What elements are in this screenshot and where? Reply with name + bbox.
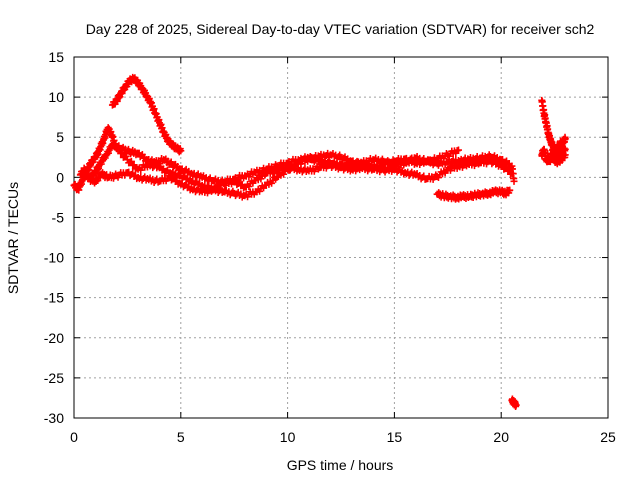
data-points: [70, 73, 569, 410]
chart-title: Day 228 of 2025, Sidereal Day-to-day VTE…: [86, 21, 595, 37]
data-point-track-a: [454, 146, 462, 154]
data-point-track-c: [507, 170, 515, 178]
data-point-track-c: [508, 169, 516, 177]
y-tick-label: -10: [44, 250, 64, 266]
y-tick-label: -15: [44, 290, 64, 306]
data-point-outlier: [512, 401, 520, 409]
y-tick-label: 15: [48, 49, 64, 65]
y-tick-label: -5: [52, 209, 65, 225]
x-tick-label: 10: [280, 429, 296, 445]
axis-ticks: 0 5 10 15 20 25 -30 -25 -20 -15 -10 -5 0 5 10 15: [44, 49, 616, 445]
x-tick-label: 5: [177, 429, 185, 445]
data-point-track-f: [550, 147, 558, 155]
data-point-track-c: [209, 186, 217, 194]
y-axis-label: SDTVAR / TECUs: [5, 182, 21, 294]
data-point-track-e: [506, 186, 514, 194]
y-tick-label: -25: [44, 370, 64, 386]
y-tick-label: -30: [44, 410, 64, 426]
y-tick-label: 10: [48, 89, 64, 105]
plot-frame: [73, 56, 609, 419]
x-tick-label: 25: [600, 429, 616, 445]
y-tick-label: 5: [56, 129, 64, 145]
data-point-track-d: [177, 147, 185, 155]
grid-lines: [74, 57, 608, 418]
x-tick-label: 0: [70, 429, 78, 445]
data-point-track-f: [555, 145, 563, 153]
y-tick-label: 0: [56, 169, 64, 185]
data-point-track-b: [510, 177, 518, 185]
x-tick-label: 15: [387, 429, 403, 445]
data-point-track-a: [273, 173, 281, 181]
x-tick-label: 20: [493, 429, 509, 445]
data-point-track-f: [561, 151, 569, 159]
y-tick-label: -20: [44, 330, 64, 346]
data-point-track-c: [165, 172, 173, 180]
data-point-track-f: [556, 137, 564, 145]
data-point-track-f: [553, 141, 561, 149]
x-axis-label: GPS time / hours: [287, 457, 394, 473]
